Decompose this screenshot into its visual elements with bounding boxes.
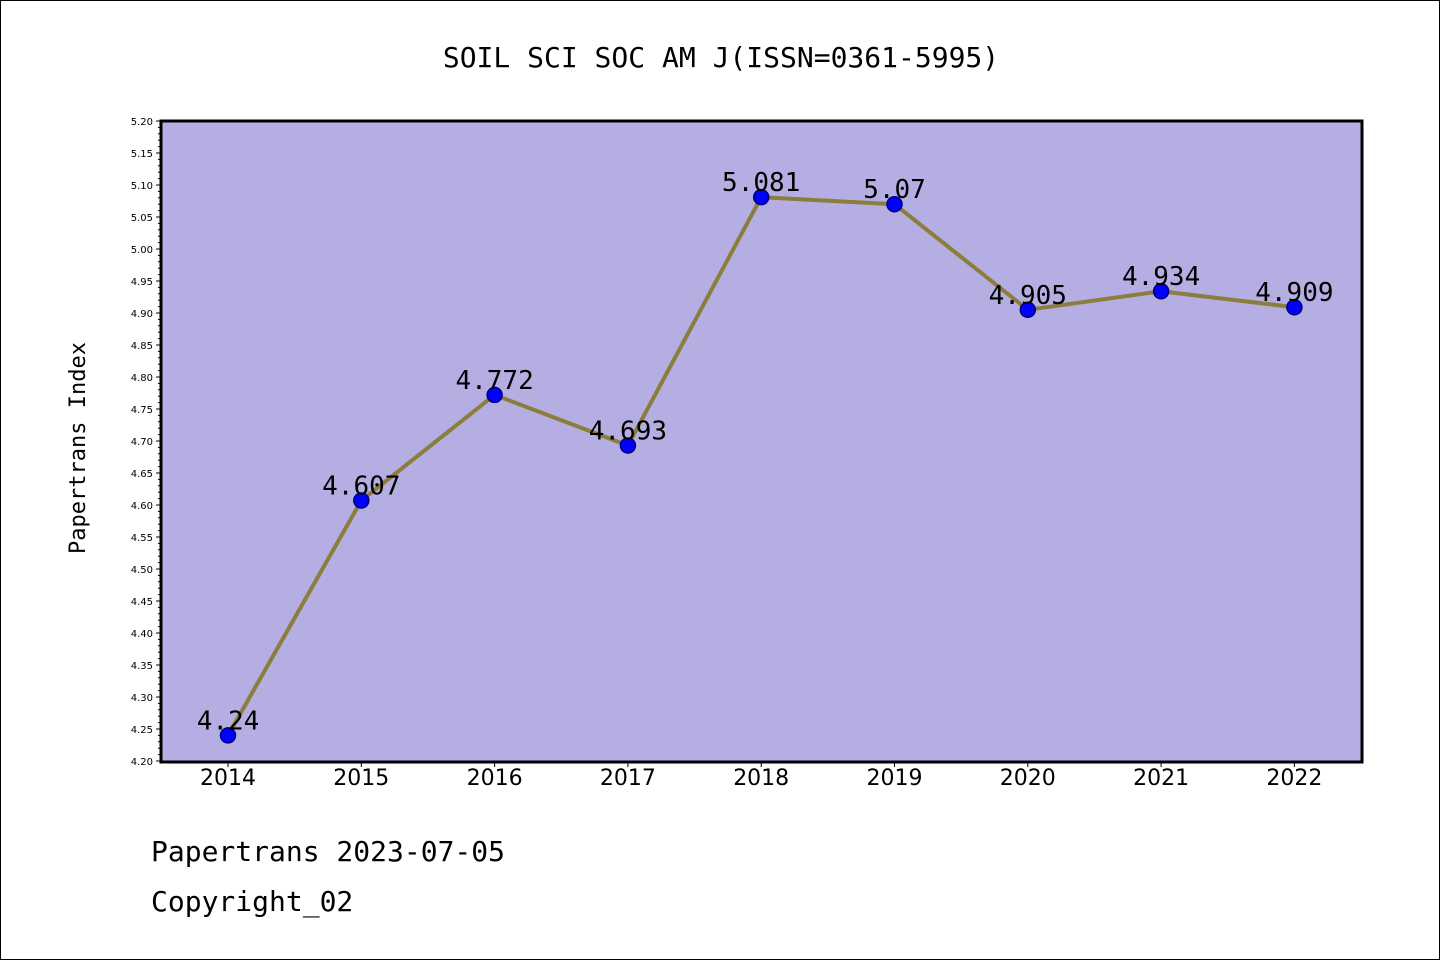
x-axis: 2014 2015 2016 2017 2018 2019 2020 2021 2022: [200, 761, 1322, 791]
chart-title: SOIL SCI SOC AM J(ISSN=0361-5995): [443, 41, 999, 74]
y-tick-label: 5.00: [131, 245, 153, 256]
series-markers: [219, 188, 1303, 744]
y-tick-label: 4.45: [131, 597, 153, 608]
data-point: [486, 386, 503, 404]
y-tick-label: 4.25: [131, 725, 153, 736]
x-tick-label: 2015: [333, 766, 389, 791]
data-point: [752, 188, 770, 206]
data-point: [353, 492, 370, 509]
x-tick-label: 2019: [867, 766, 923, 791]
y-axis: 4.20 4.25 4.30 4.35 4.40 4.45 4.50 4.55 4.60 4.65…: [131, 117, 161, 768]
y-tick-label: 4.90: [131, 309, 153, 320]
y-tick-label: 4.70: [131, 437, 153, 448]
data-point: [619, 437, 637, 454]
x-tick-label: 2020: [1000, 766, 1056, 791]
data-point: [219, 727, 237, 744]
x-tick-label: 2022: [1266, 766, 1322, 791]
data-label: 4.693: [589, 416, 667, 446]
data-label: 4.607: [322, 472, 400, 502]
x-tick-label: 2018: [733, 766, 789, 791]
y-tick-label: 4.50: [131, 565, 153, 576]
y-tick-label: 4.30: [131, 693, 153, 704]
y-tick-label: 4.60: [131, 501, 153, 512]
y-tick-label: 5.05: [131, 213, 153, 224]
y-tick-label: 4.95: [131, 277, 153, 288]
y-tick-label: 4.40: [131, 629, 153, 640]
data-labels: 4.24 4.607 4.772 4.693 5.081 5.07 4.905 4.934 4.…: [197, 168, 1334, 736]
data-label: 4.934: [1122, 262, 1200, 292]
y-tick-label: 4.55: [131, 533, 153, 544]
y-tick-label: 4.65: [131, 469, 153, 480]
data-point: [1286, 298, 1303, 316]
data-label: 4.909: [1255, 278, 1333, 308]
x-tick-label: 2016: [467, 766, 523, 791]
data-point: [886, 195, 903, 213]
data-label: 4.772: [455, 366, 533, 396]
data-label: 4.905: [989, 281, 1067, 311]
y-axis-label: Papertrans Index: [66, 342, 91, 554]
data-label: 5.07: [863, 175, 926, 205]
y-tick-label: 4.85: [131, 341, 153, 352]
plot-frame: [159, 119, 1364, 764]
footer-source: Papertrans 2023-07-05: [151, 835, 506, 868]
y-tick-label: 4.35: [131, 661, 153, 672]
x-tick-label: 2014: [200, 766, 256, 791]
y-tick-label: 5.15: [131, 149, 153, 160]
plot-area: [161, 121, 1362, 762]
x-tick-label: 2021: [1133, 766, 1189, 791]
data-label: 5.081: [722, 168, 800, 198]
y-tick-label: 5.20: [131, 117, 153, 128]
data-point: [1019, 301, 1037, 319]
data-label: 4.24: [197, 706, 260, 736]
footer-copyright: Copyright_02: [151, 885, 354, 918]
y-tick-label: 5.10: [131, 181, 153, 192]
y-tick-label: 4.80: [131, 373, 153, 384]
y-tick-label: 4.20: [131, 757, 153, 768]
y-tick-label: 4.75: [131, 405, 153, 416]
x-tick-label: 2017: [600, 766, 656, 791]
data-point: [1152, 282, 1170, 300]
